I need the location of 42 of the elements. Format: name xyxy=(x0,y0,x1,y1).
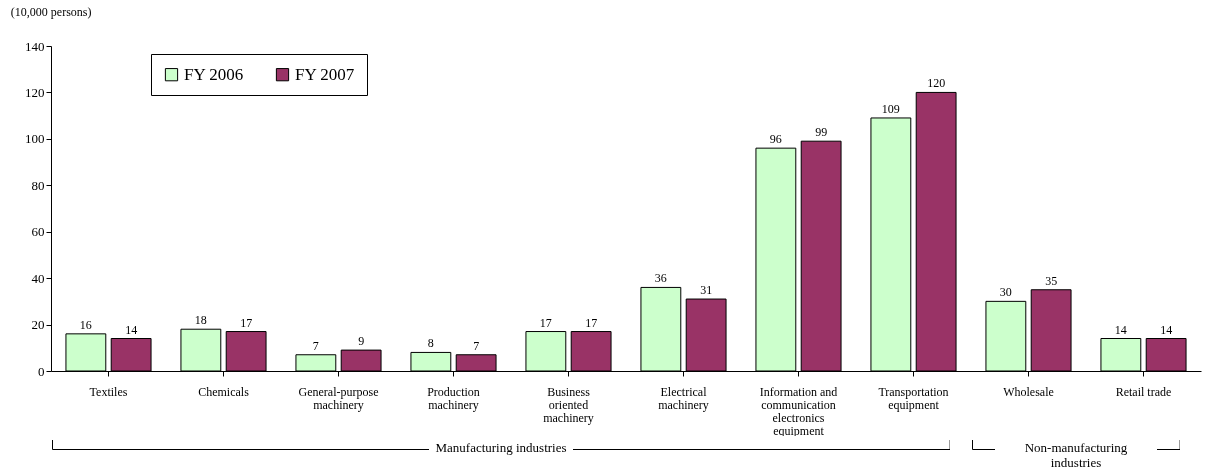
data-label: 8 xyxy=(427,336,434,351)
x-tick-label: General-purpose machinery xyxy=(298,384,379,412)
data-label: 99 xyxy=(815,125,828,140)
y-axis-title: (10,000 persons) xyxy=(10,4,92,19)
data-label: 36 xyxy=(654,271,667,286)
x-tick-label: Chemicals xyxy=(198,384,250,399)
data-label: 35 xyxy=(1045,273,1058,288)
text: Manufacturing industries xyxy=(429,440,573,455)
x-tick-label: Production machinery xyxy=(427,384,480,412)
data-label: 18 xyxy=(194,313,207,328)
legend-label: FY 2006 xyxy=(184,64,244,84)
data-label: 120 xyxy=(927,76,946,91)
x-tick-label: Business oriented machinery xyxy=(543,384,594,425)
data-label: 109 xyxy=(881,101,900,116)
data-label: 96 xyxy=(769,132,782,147)
x-tick-label: Wholesale xyxy=(1003,384,1054,399)
data-label: 9 xyxy=(358,334,365,349)
y-tick-label: 20 xyxy=(31,317,45,333)
data-label: 14 xyxy=(1114,322,1127,337)
data-label: 31 xyxy=(700,283,713,298)
data-label: 30 xyxy=(999,285,1012,300)
y-tick-label: 0 xyxy=(38,363,45,379)
x-tick-label: Transportation equipment xyxy=(878,384,949,412)
data-label: 16 xyxy=(79,317,92,332)
y-tick-label: 40 xyxy=(31,270,45,286)
data-label: 14 xyxy=(125,322,138,337)
data-label: 17 xyxy=(585,315,598,330)
y-tick-label: 100 xyxy=(25,131,45,147)
data-label: 17 xyxy=(539,315,552,330)
y-tick-label: 80 xyxy=(31,177,45,193)
text: Non-manufacturing industries xyxy=(995,440,1157,470)
legend-label: FY 2007 xyxy=(295,64,355,84)
data-label: 14 xyxy=(1160,322,1173,337)
y-tick-label: 120 xyxy=(25,84,45,100)
data-label: 7 xyxy=(473,338,480,353)
x-tick-label: Retail trade xyxy=(1115,384,1172,399)
data-label: 17 xyxy=(240,315,253,330)
data-label: 7 xyxy=(312,338,319,353)
y-tick-label: 140 xyxy=(25,38,45,54)
y-tick-label: 60 xyxy=(31,224,45,240)
x-tick-label: Electrical machinery xyxy=(658,384,709,412)
x-tick-label: Textiles xyxy=(89,384,128,399)
